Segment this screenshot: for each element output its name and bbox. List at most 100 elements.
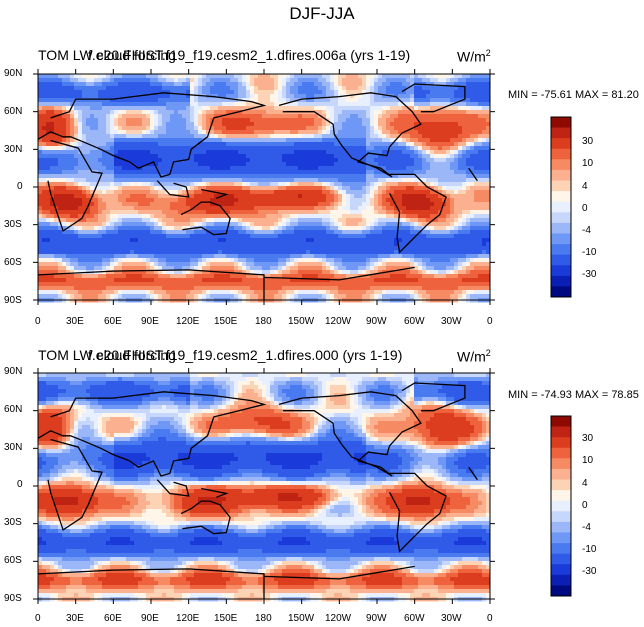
contour-cell (74, 166, 79, 171)
contour-cell (434, 146, 439, 151)
contour-cell (330, 210, 335, 215)
contour-cell (126, 198, 131, 203)
contour-cell (58, 74, 63, 79)
contour-cell (410, 130, 415, 135)
contour-cell (202, 98, 207, 103)
contour-cell (86, 250, 91, 255)
contour-cell (202, 166, 207, 171)
contour-cell (218, 126, 223, 131)
contour-cell (330, 218, 335, 223)
contour-cell (218, 230, 223, 235)
contour-cell (466, 98, 471, 103)
contour-cell (94, 210, 99, 215)
contour-cell (130, 182, 135, 187)
contour-cell (418, 134, 423, 139)
contour-cell (126, 178, 131, 183)
contour-cell (286, 234, 291, 239)
contour-cell (486, 218, 491, 223)
contour-cell (426, 226, 431, 231)
contour-cell (406, 194, 411, 199)
contour-cell (438, 218, 443, 223)
contour-cell (390, 82, 395, 87)
contour-cell (302, 74, 307, 79)
contour-cell (470, 246, 475, 251)
contour-cell (374, 126, 379, 131)
contour-cell (294, 166, 299, 171)
contour-cell (194, 150, 199, 155)
contour-cell (186, 90, 191, 95)
contour-cell (378, 130, 383, 135)
contour-cell (402, 182, 407, 187)
contour-cell (154, 138, 159, 143)
contour-cell (178, 190, 183, 195)
contour-cell (262, 186, 267, 191)
contour-cell (350, 118, 355, 123)
contour-cell (346, 234, 351, 239)
contour-cell (462, 154, 467, 159)
contour-cell (350, 130, 355, 135)
contour-cell (162, 170, 167, 175)
contour-cell (354, 246, 359, 251)
contour-cell (214, 234, 219, 239)
contour-cell (202, 174, 207, 179)
contour-cell (250, 218, 255, 223)
contour-cell (390, 166, 395, 171)
contour-cell (94, 114, 99, 119)
contour-cell (206, 190, 211, 195)
contour-cell (194, 158, 199, 163)
contour-cell (354, 174, 359, 179)
contour-cell (358, 86, 363, 91)
contour-cell (54, 130, 59, 135)
contour-cell (306, 162, 311, 167)
contour-cell (46, 174, 51, 179)
contour-cell (426, 106, 431, 111)
contour-cell (46, 106, 51, 111)
contour-cell (350, 238, 355, 243)
contour-cell (326, 194, 331, 199)
contour-cell (374, 186, 379, 191)
contour-cell (110, 214, 115, 219)
contour-cell (414, 102, 419, 107)
contour-cell (394, 202, 399, 207)
contour-cell (198, 90, 203, 95)
contour-cell (94, 158, 99, 163)
contour-cell (298, 178, 303, 183)
contour-cell (166, 214, 171, 219)
contour-cell (174, 154, 179, 159)
contour-cell (394, 214, 399, 219)
contour-cell (446, 206, 451, 211)
contour-cell (206, 202, 211, 207)
contour-cell (46, 202, 51, 207)
contour-cell (314, 246, 319, 251)
contour-cell (398, 198, 403, 203)
contour-cell (38, 162, 43, 167)
contour-cell (258, 222, 263, 227)
contour-cell (198, 222, 203, 227)
contour-cell (146, 130, 151, 135)
contour-cell (126, 146, 131, 151)
contour-cell (110, 74, 115, 79)
contour-cell (186, 82, 191, 87)
contour-cell (386, 126, 391, 131)
contour-cell (42, 226, 47, 231)
contour-cell (294, 154, 299, 159)
contour-cell (410, 226, 415, 231)
contour-cell (298, 94, 303, 99)
contour-cell (98, 218, 103, 223)
contour-cell (450, 226, 455, 231)
contour-cell (154, 230, 159, 235)
contour-cell (386, 158, 391, 163)
contour-cell (426, 78, 431, 83)
contour-cell (310, 102, 315, 107)
contour-cell (486, 78, 491, 83)
contour-cell (146, 74, 151, 79)
contour-cell (238, 166, 243, 171)
contour-cell (330, 174, 335, 179)
contour-cell (406, 138, 411, 143)
contour-cell (478, 150, 483, 155)
contour-cell (78, 118, 83, 123)
contour-cell (350, 146, 355, 151)
contour-cell (174, 194, 179, 199)
contour-cell (66, 166, 71, 171)
contour-cell (174, 150, 179, 155)
